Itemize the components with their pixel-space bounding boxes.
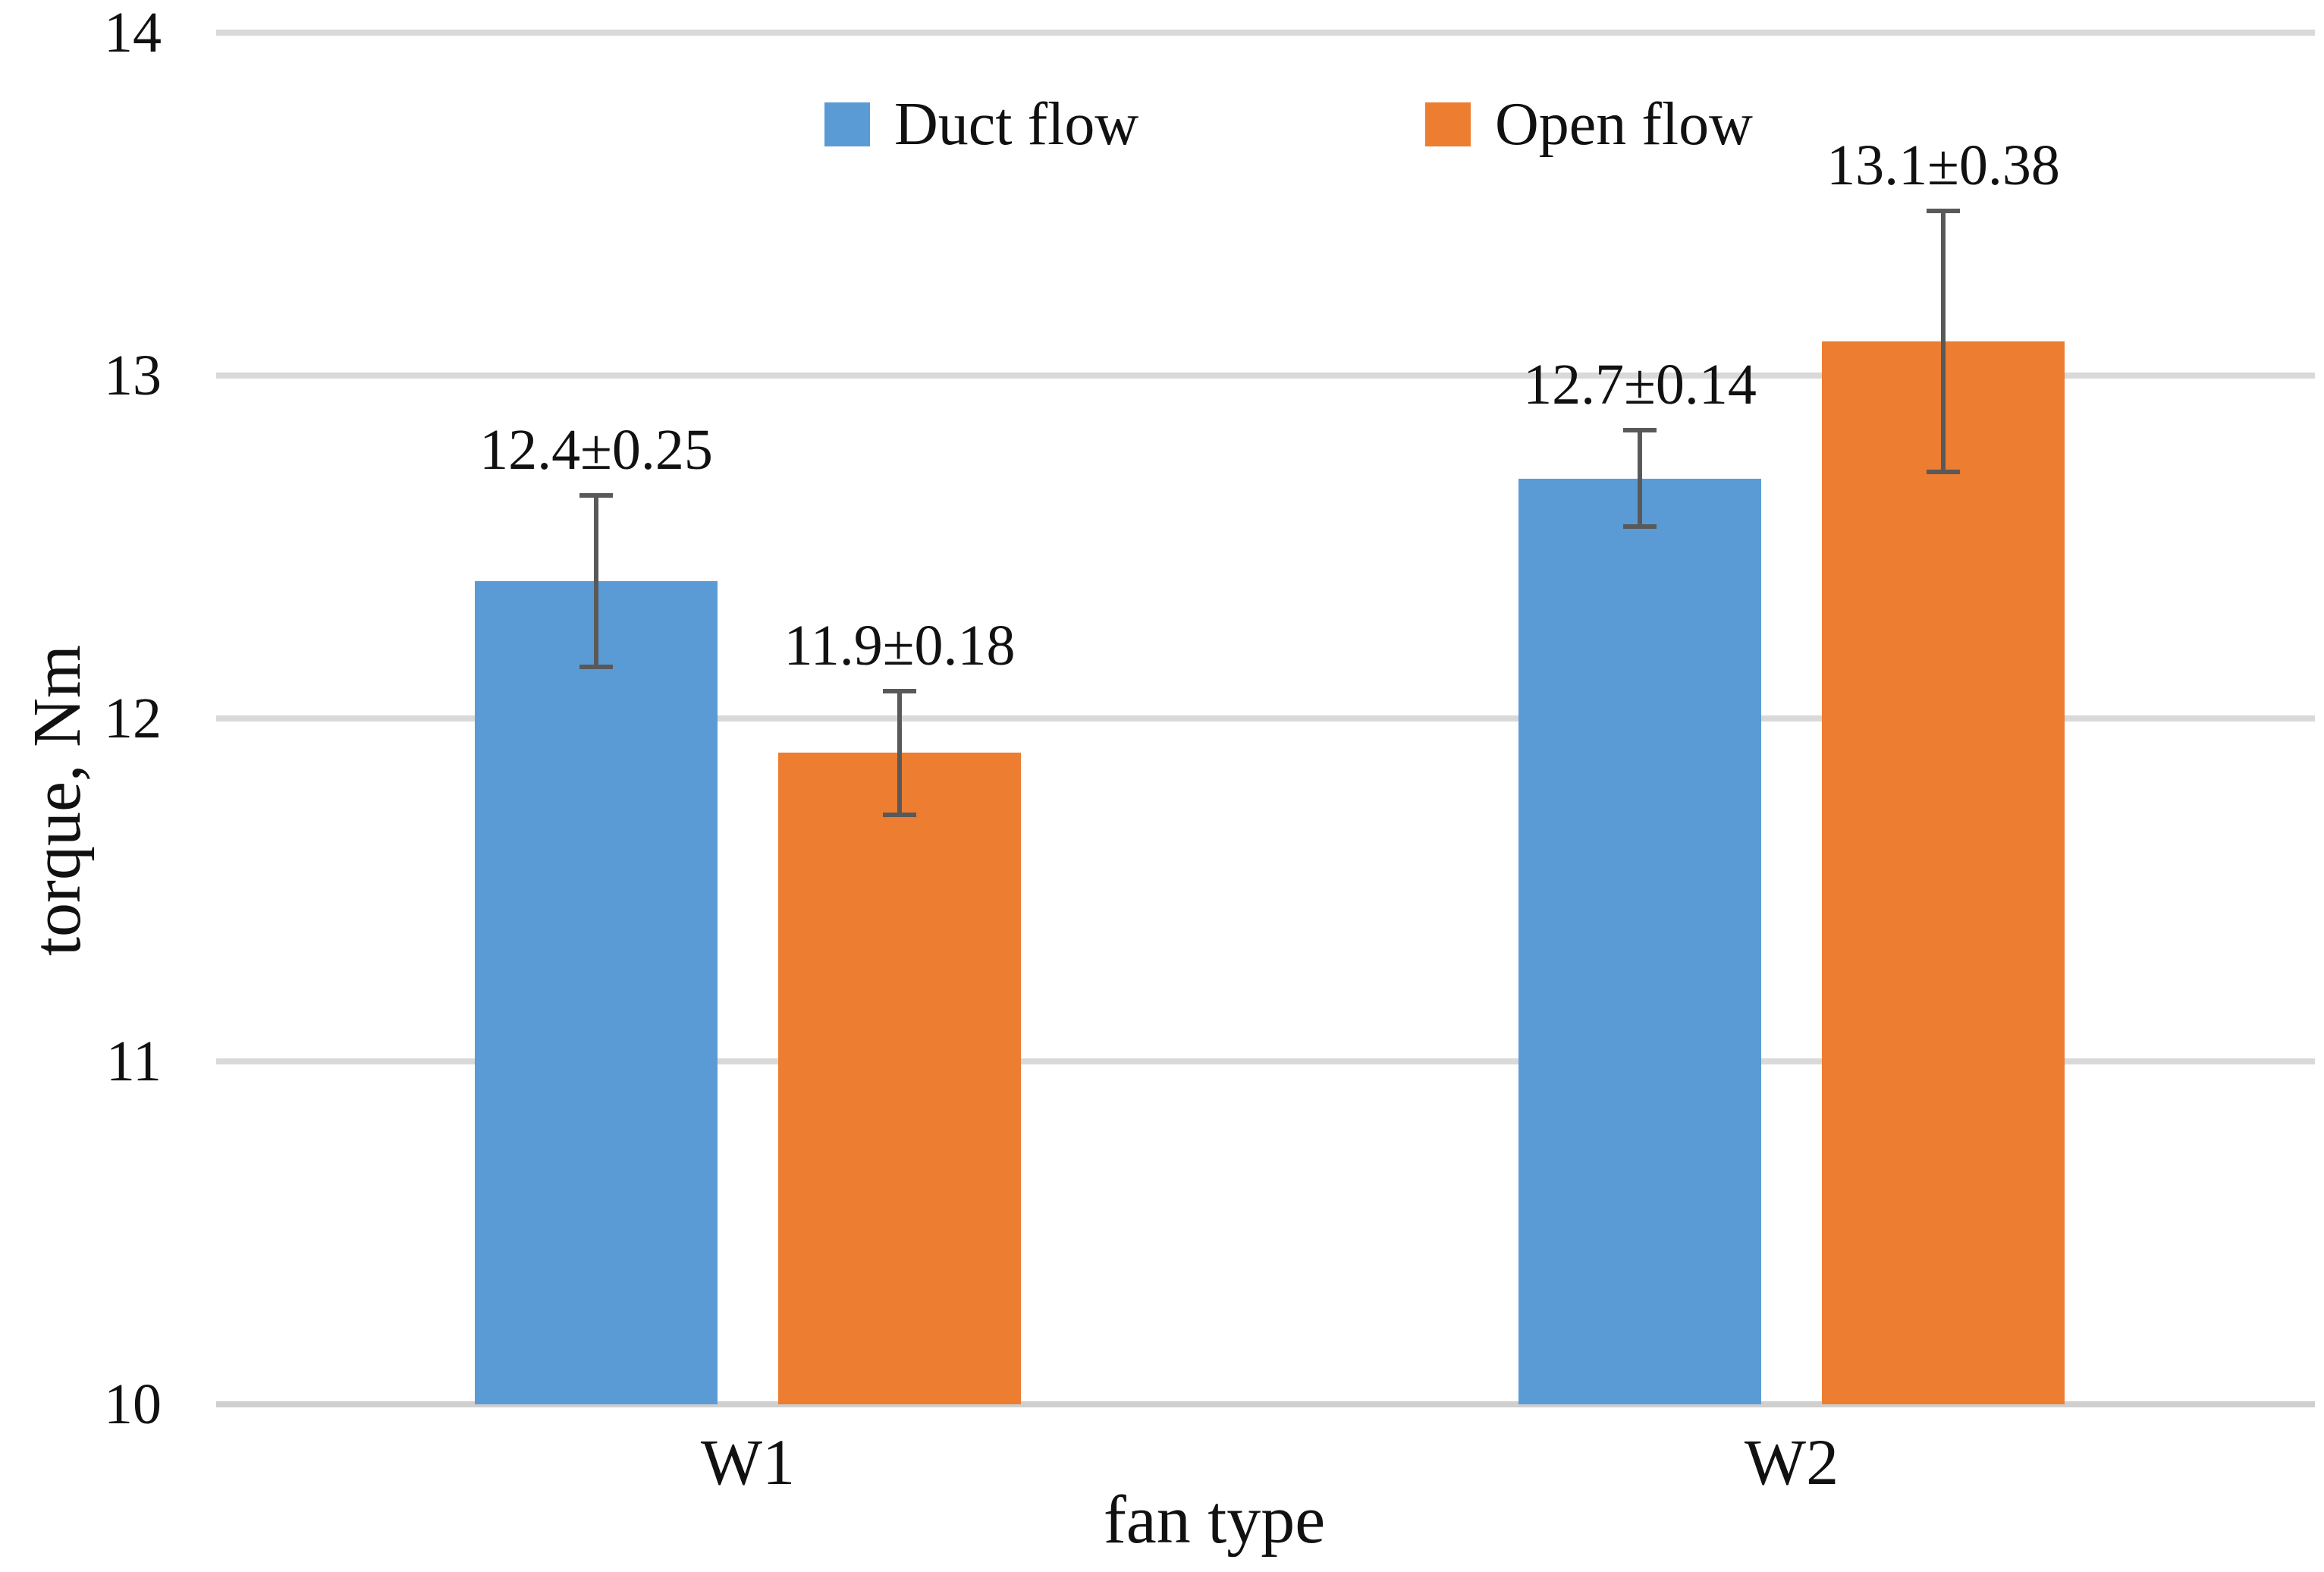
legend-swatch-open-flow <box>1425 102 1471 146</box>
error-bar-cap-top-open-flow-w2 <box>1927 209 1960 214</box>
bar-duct-flow-w1 <box>475 581 718 1404</box>
legend-swatch-duct-flow <box>824 102 870 146</box>
x-tick-label-w1: W1 <box>700 1426 796 1498</box>
bar-duct-flow-w2 <box>1518 478 1761 1404</box>
y-tick-label-13: 13 <box>104 344 162 407</box>
gridline-12 <box>216 715 2315 722</box>
error-bar-cap-bottom-duct-flow-w2 <box>1623 523 1657 529</box>
legend-item-open-flow: Open flow <box>1425 91 1753 158</box>
error-bar-cap-bottom-duct-flow-w1 <box>579 665 613 670</box>
error-bar-cap-top-duct-flow-w1 <box>579 493 613 498</box>
gridline-10 <box>216 1401 2315 1407</box>
error-bar-cap-top-duct-flow-w2 <box>1623 428 1657 433</box>
error-bar-open-flow-w1 <box>897 690 902 815</box>
error-bar-cap-bottom-open-flow-w1 <box>883 812 916 817</box>
error-bar-cap-top-open-flow-w1 <box>883 688 916 693</box>
y-axis-title: torque, Nm <box>20 645 95 956</box>
y-tick-label-14: 14 <box>104 1 162 64</box>
legend-label-duct-flow: Duct flow <box>894 91 1139 158</box>
legend-item-duct-flow: Duct flow <box>824 91 1139 158</box>
bar-open-flow-w1 <box>778 753 1021 1404</box>
x-tick-label-w2: W2 <box>1744 1426 1839 1498</box>
error-bar-cap-bottom-open-flow-w2 <box>1927 469 1960 474</box>
error-bar-duct-flow-w2 <box>1638 430 1642 527</box>
gridline-11 <box>216 1058 2315 1064</box>
gridline-13 <box>216 373 2315 379</box>
error-bar-open-flow-w2 <box>1941 211 1946 472</box>
legend-label-open-flow: Open flow <box>1495 91 1753 158</box>
value-label-duct-flow-w2: 12.7±0.14 <box>1523 353 1757 417</box>
gridline-14 <box>216 30 2315 36</box>
y-tick-label-11: 11 <box>105 1030 162 1093</box>
y-tick-label-12: 12 <box>104 687 162 750</box>
value-label-duct-flow-w1: 12.4±0.25 <box>479 418 713 483</box>
value-label-open-flow-w1: 11.9±0.18 <box>784 613 1016 678</box>
error-bar-duct-flow-w1 <box>594 495 598 668</box>
value-label-open-flow-w2: 13.1±0.38 <box>1826 134 2060 198</box>
x-axis-title: fan type <box>1103 1482 1326 1558</box>
y-tick-label-10: 10 <box>104 1372 162 1436</box>
bar-open-flow-w2 <box>1822 341 2065 1404</box>
